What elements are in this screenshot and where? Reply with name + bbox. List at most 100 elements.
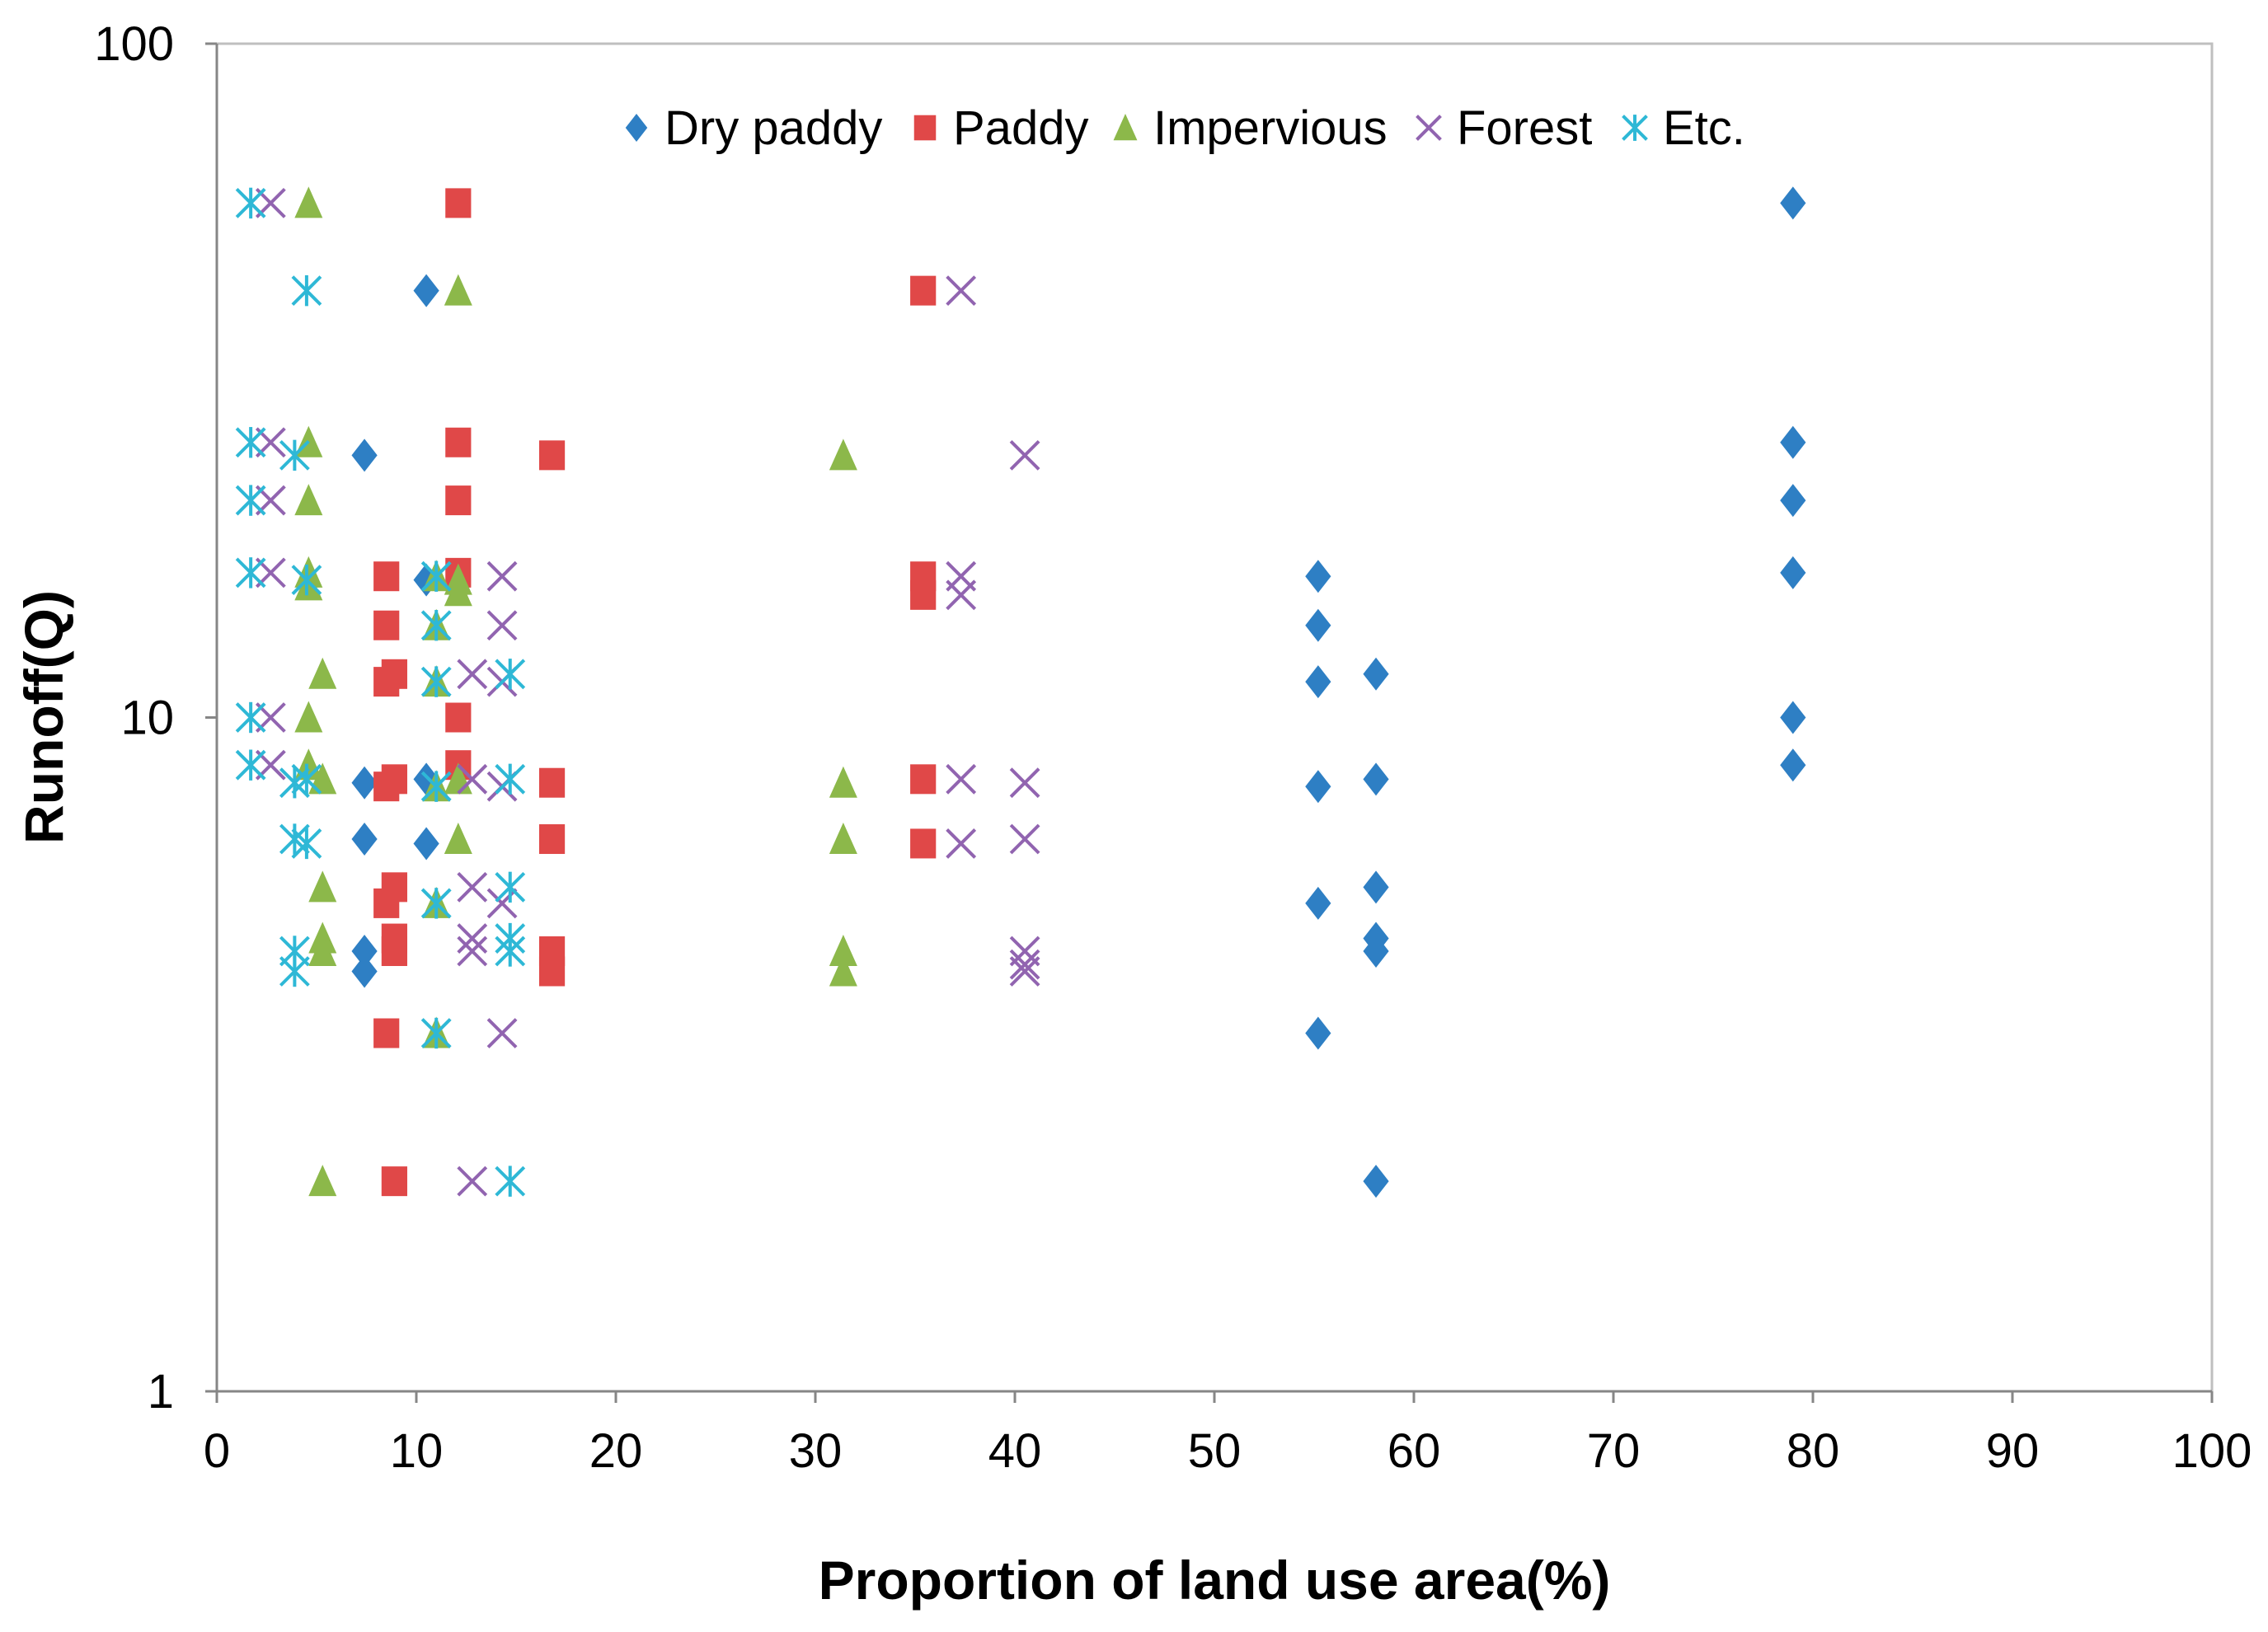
x-tick-label: 60 [1388,1424,1441,1478]
data-point-triangle [294,569,323,601]
data-point-diamond [413,274,439,307]
data-point-diamond [1305,770,1331,804]
data-point-diamond [1305,560,1331,593]
x-tick-label: 20 [589,1424,643,1478]
data-point-square [381,659,407,689]
data-point-diamond [1305,1016,1331,1050]
data-point-asterisk [235,701,266,734]
data-point-square [373,888,400,918]
data-point-x [1009,949,1040,980]
data-point-x [1009,823,1040,855]
data-point-asterisk [235,485,266,516]
data-point-asterisk [235,187,266,219]
data-point-triangle [444,574,472,607]
series-paddy [373,188,937,1197]
data-point-square [538,824,566,855]
data-point-x [486,1018,518,1048]
data-point-asterisk [420,560,452,592]
data-point-diamond [1363,870,1389,904]
series-etc [235,187,526,1197]
data-point-x [946,828,977,859]
data-point-x [1009,956,1040,987]
data-point-asterisk [279,955,310,987]
legend-label: Etc. [1663,101,1745,155]
data-point-square [381,764,407,795]
data-point-triangle [308,934,337,966]
data-point-asterisk [420,888,452,919]
data-point-square [910,579,937,610]
x-tick-label: 80 [1787,1424,1840,1478]
data-point-x [1009,767,1040,799]
data-point-asterisk [291,828,322,860]
data-point-diamond [1780,425,1806,459]
legend-label: Impervious [1153,101,1388,155]
data-point-x [457,923,488,954]
data-point-diamond [1363,762,1389,796]
data-point-diamond [1780,748,1806,782]
data-point-diamond [1305,886,1331,920]
legend: Dry paddy Paddy Impervious Forest Etc. [625,101,1745,155]
data-point-square [910,275,937,306]
data-point-square [538,767,566,798]
data-point-square [373,610,400,640]
data-point-x [457,1165,488,1197]
data-point-x [1009,439,1040,471]
data-point-asterisk [279,439,310,471]
data-point-asterisk [495,871,526,903]
data-point-square [445,427,472,457]
x-tick-label: 0 [204,1424,230,1478]
legend-item: Dry paddy [625,101,882,155]
data-point-diamond [351,934,378,968]
data-point-square [373,1018,400,1048]
y-axis-title: Runoff(Q) [13,590,74,844]
data-point-diamond [1780,556,1806,589]
series-forest [255,187,1040,1197]
legend-label: Forest [1457,101,1592,155]
data-point-triangle [444,823,472,855]
data-point-diamond [413,827,439,861]
legend-item: Etc. [1622,101,1745,155]
data-point-triangle [294,701,323,733]
data-point-square [381,936,407,966]
data-point-x [486,610,518,641]
data-point-asterisk [420,771,452,802]
legend-label: Paddy [953,101,1088,155]
data-point-diamond [1363,657,1389,691]
x-tick-label: 50 [1188,1424,1242,1478]
data-point-diamond [1780,186,1806,220]
data-point-square [381,1166,407,1197]
x-tick-label: 70 [1587,1424,1641,1478]
data-point-asterisk [291,274,322,307]
data-point-asterisk [279,767,310,799]
series-dry-paddy [351,186,1806,1198]
data-point-diamond [413,762,439,796]
data-point-diamond [1780,484,1806,518]
data-point-asterisk [495,936,526,967]
x-tick-label: 40 [988,1424,1042,1478]
legend-item: Forest [1416,101,1592,155]
data-point-triangle [308,870,337,903]
data-point-square [538,956,566,987]
data-point-square [538,440,566,471]
data-point-triangle [829,766,857,798]
data-point-square [445,188,472,218]
y-tick-label: 10 [120,692,174,745]
data-point-square [913,115,937,141]
data-point-asterisk [495,659,526,690]
data-point-asterisk [235,749,266,781]
data-point-diamond [625,114,648,142]
data-point-diamond [413,563,439,597]
data-point-diamond [1305,665,1331,699]
data-point-triangle [308,657,337,689]
legend-label: Dry paddy [664,101,882,155]
x-tick-label: 100 [2172,1424,2252,1478]
x-tick-label: 30 [789,1424,843,1478]
data-point-x [946,579,977,611]
data-point-asterisk [235,427,266,458]
data-point-x [486,560,518,592]
data-point-square [373,561,400,592]
data-point-triangle [308,1165,337,1197]
legend-item: Impervious [1113,101,1388,155]
